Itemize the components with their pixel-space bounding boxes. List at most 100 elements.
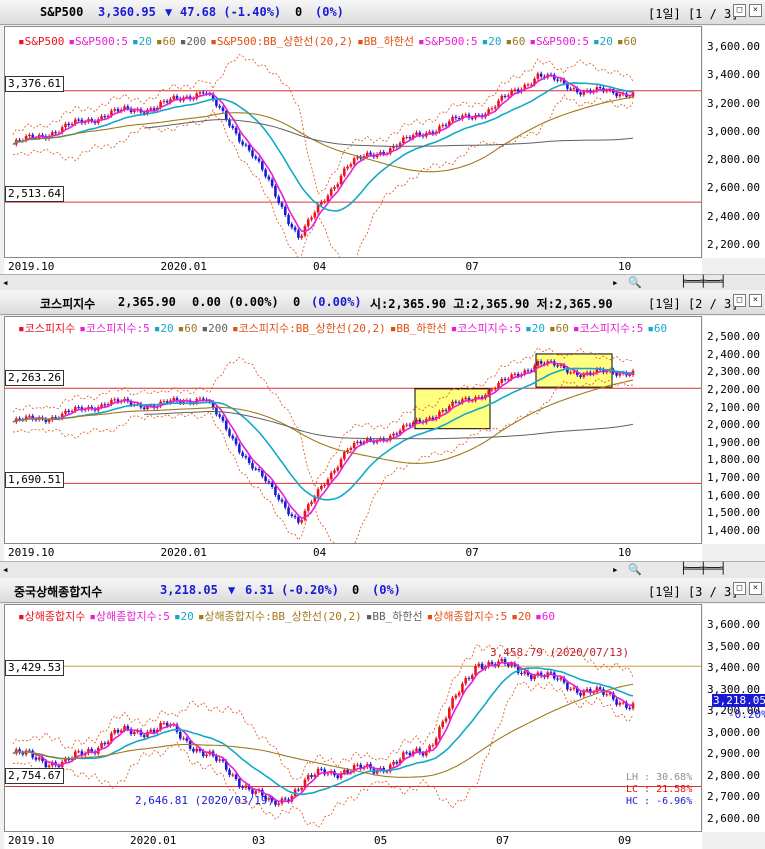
- candle-body: [64, 410, 67, 414]
- zoom-icon[interactable]: 🔍: [628, 276, 642, 289]
- legend-item[interactable]: ▪상해종합지수: [18, 610, 86, 623]
- y-tick-label: 1,900.00: [707, 435, 760, 449]
- legend-item[interactable]: ▪코스피지수:5: [79, 322, 150, 335]
- legend-item[interactable]: ▪상해종합지수:BB_상한선(20,2): [197, 610, 362, 623]
- legend-item[interactable]: ▪BB_하한선: [389, 322, 447, 335]
- close-icon[interactable]: ×: [749, 294, 762, 307]
- price-chart[interactable]: [5, 27, 701, 266]
- candle-body: [198, 398, 202, 400]
- legend-item[interactable]: ▪20: [131, 35, 152, 48]
- candle-body: [244, 456, 248, 458]
- scroll-toolbar[interactable]: ◂ ▸ 🔍 ╞══╪══╡: [0, 274, 765, 291]
- legend-item[interactable]: ▪BB_하한선: [357, 35, 415, 48]
- scroll-right-icon[interactable]: ▸: [612, 563, 619, 576]
- legend-item[interactable]: ▪BB_하한선: [365, 610, 423, 623]
- legend-item[interactable]: ▪S&P500:5: [529, 35, 589, 48]
- period-label[interactable]: [1일] [1 / 3]: [648, 7, 739, 21]
- candle-body: [359, 156, 363, 159]
- legend-item[interactable]: ▪상해종합지수:5: [426, 610, 508, 623]
- legend-item[interactable]: ▪S&P500:BB_상한선(20,2): [210, 35, 354, 48]
- scroll-left-icon[interactable]: ◂: [2, 563, 9, 576]
- close-icon[interactable]: ×: [749, 582, 762, 595]
- zoom-slider[interactable]: ╞══╪══╡: [680, 562, 727, 575]
- candle-body: [293, 515, 297, 518]
- legend-item[interactable]: ▪60: [548, 322, 569, 335]
- legend-item[interactable]: ▪60: [177, 322, 198, 335]
- panel-header: 중국상해종합지수 3,218.05 ▼ 6.31 (-0.20%) 0 (0%)…: [0, 578, 765, 603]
- candle-body: [467, 397, 471, 401]
- candle-body: [270, 798, 274, 801]
- candle-body: [329, 472, 333, 480]
- legend-item[interactable]: ▪S&P500: [18, 35, 65, 48]
- y-tick-label: 2,200.00: [707, 238, 760, 251]
- y-tick-label: 2,600.00: [707, 181, 760, 195]
- candle-body: [18, 418, 21, 420]
- candle-body: [444, 718, 448, 722]
- candle-body: [87, 749, 90, 754]
- candle-body: [585, 689, 589, 691]
- ma5-line: [12, 74, 634, 233]
- price-chart[interactable]: [5, 605, 701, 831]
- legend-item[interactable]: ▪60: [616, 35, 637, 48]
- candle-body: [454, 401, 458, 403]
- legend-item[interactable]: ▪S&P500:5: [418, 35, 478, 48]
- zoom-slider[interactable]: ╞══╪══╡: [680, 275, 727, 288]
- legend-item[interactable]: ▪200: [179, 35, 207, 48]
- legend-item[interactable]: ▪60: [155, 35, 176, 48]
- symbol-name[interactable]: S&P500: [40, 5, 84, 19]
- legend-item[interactable]: ▪코스피지수:5: [572, 322, 644, 335]
- candle-body: [408, 137, 412, 139]
- legend-item[interactable]: ▪60: [505, 35, 526, 48]
- scroll-left-icon[interactable]: ◂: [2, 276, 9, 289]
- candle-body: [241, 452, 244, 457]
- price-chart[interactable]: [5, 317, 701, 554]
- legend-item[interactable]: ▪60: [647, 322, 668, 335]
- stat-lc: LC : 21.58%: [626, 784, 693, 795]
- period-label[interactable]: [1일] [3 / 3]: [648, 585, 739, 599]
- x-tick-label: 2019.10: [8, 546, 55, 559]
- candle-body: [490, 662, 494, 665]
- legend-item[interactable]: ▪20: [511, 610, 532, 623]
- candle-body: [418, 748, 422, 754]
- legend-item[interactable]: ▪20: [173, 610, 194, 623]
- legend-item[interactable]: ▪200: [201, 322, 228, 335]
- symbol-name[interactable]: 중국상해종합지수: [14, 585, 103, 599]
- period-label[interactable]: [1일] [2 / 3]: [648, 297, 739, 311]
- maximize-icon[interactable]: □: [733, 294, 746, 307]
- candle-body: [343, 770, 346, 774]
- legend-item[interactable]: ▪S&P500:5: [68, 35, 128, 48]
- legend-item[interactable]: ▪코스피지수:BB_상한선(20,2): [231, 322, 386, 335]
- candle-body: [405, 424, 408, 426]
- chart-area[interactable]: [4, 604, 702, 832]
- legend-item[interactable]: ▪코스피지수: [18, 322, 76, 335]
- legend-item[interactable]: ▪20: [153, 322, 174, 335]
- candle-body: [382, 151, 385, 155]
- candle-body: [490, 108, 494, 110]
- candle-body: [241, 141, 244, 145]
- candle-body: [598, 687, 602, 690]
- legend-item[interactable]: ▪상해종합지수:5: [89, 610, 170, 623]
- scroll-toolbar[interactable]: ◂ ▸ 🔍 ╞══╪══╡: [0, 561, 765, 578]
- zoom-icon[interactable]: 🔍: [628, 563, 642, 576]
- legend-item[interactable]: ▪60: [535, 610, 555, 623]
- candle-body: [303, 510, 307, 520]
- candle-body: [566, 368, 569, 373]
- candle-body: [421, 753, 425, 756]
- chart-area[interactable]: [4, 316, 702, 554]
- maximize-icon[interactable]: □: [733, 4, 746, 17]
- chart-area[interactable]: [4, 26, 702, 266]
- scroll-right-icon[interactable]: ▸: [612, 276, 619, 289]
- candle-body: [165, 101, 169, 103]
- legend-item[interactable]: ▪코스피지수:5: [450, 322, 522, 335]
- maximize-icon[interactable]: □: [733, 582, 746, 595]
- legend-item[interactable]: ▪20: [481, 35, 502, 48]
- candle-body: [257, 158, 261, 162]
- candle-body: [123, 106, 126, 110]
- legend-item[interactable]: ▪20: [593, 35, 613, 48]
- bb-upper-line: [12, 54, 634, 195]
- candle-body: [467, 678, 471, 680]
- legend-item[interactable]: ▪20: [525, 322, 545, 335]
- symbol-name[interactable]: 코스피지수: [40, 297, 96, 311]
- candle-body: [490, 389, 494, 391]
- close-icon[interactable]: ×: [749, 4, 762, 17]
